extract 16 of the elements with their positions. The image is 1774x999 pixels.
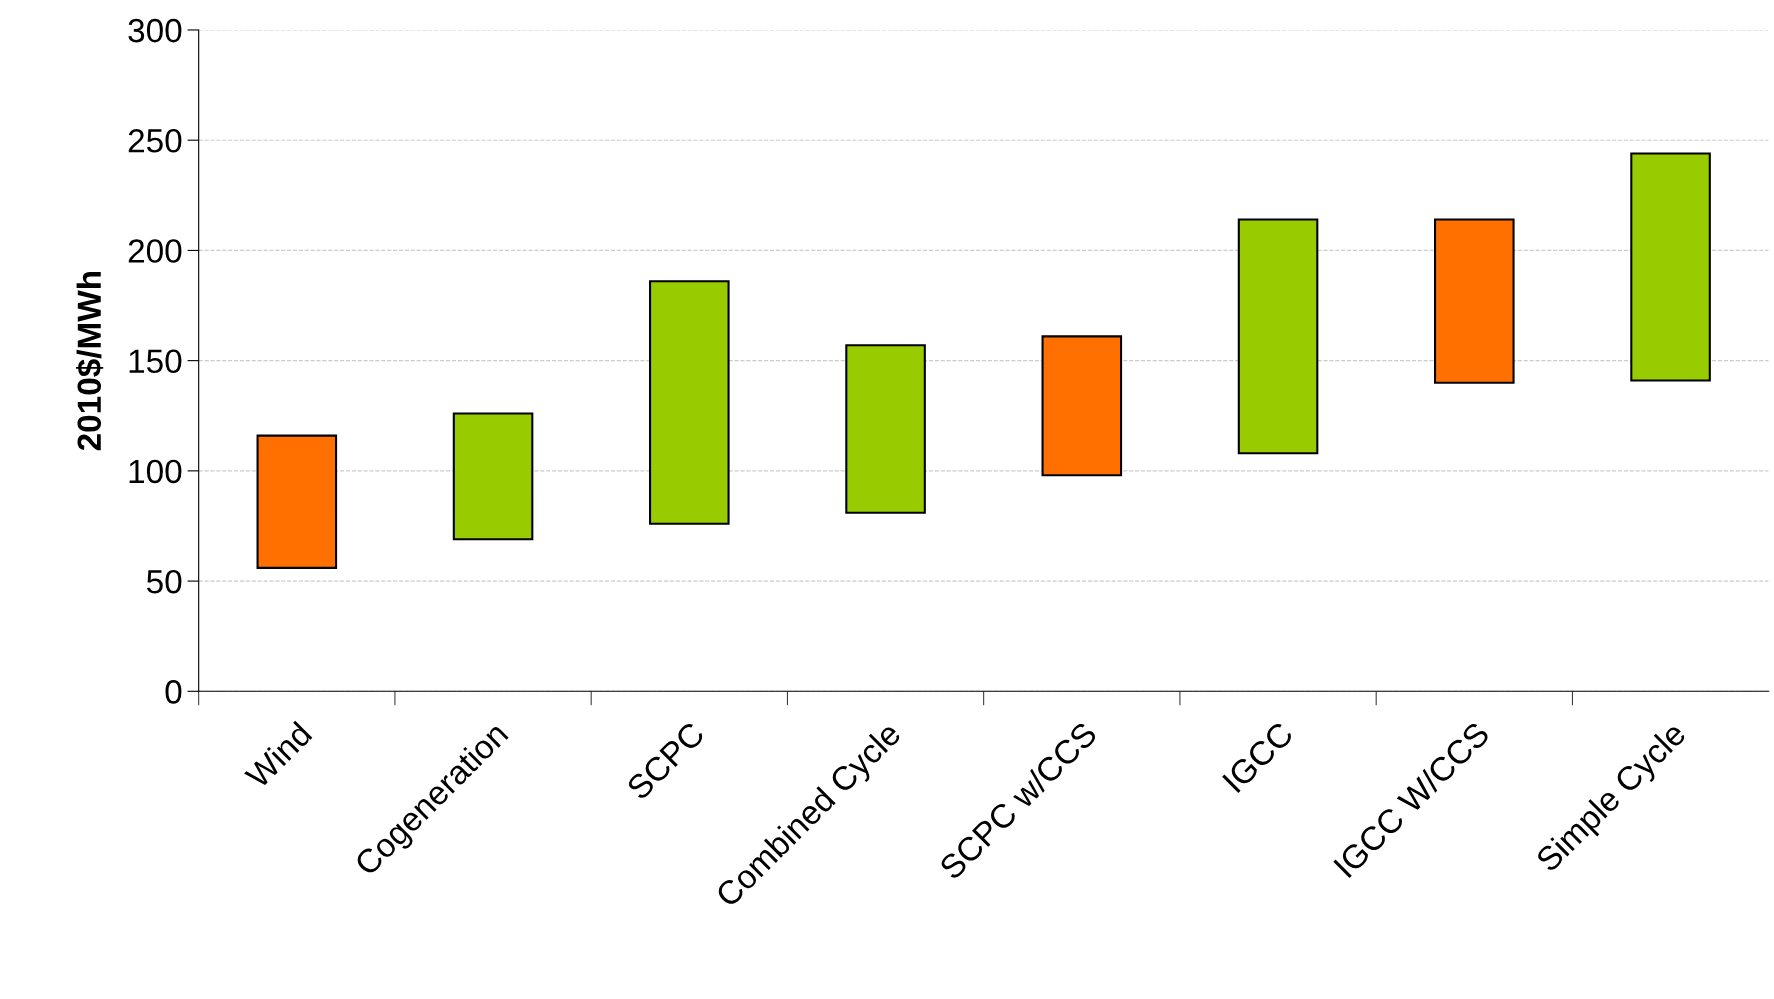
bar xyxy=(1434,218,1515,384)
y-tick-label: 300 xyxy=(128,18,182,43)
bar xyxy=(649,280,730,525)
bar xyxy=(845,344,926,514)
bar xyxy=(1041,335,1123,477)
y-tick-label: 0 xyxy=(165,680,182,704)
y-tick-label: 150 xyxy=(129,349,182,374)
bar xyxy=(1237,218,1319,455)
y-axis-title: 2010$/MWh xyxy=(76,271,104,451)
y-tick-label: 100 xyxy=(129,459,182,484)
bar xyxy=(1630,152,1711,382)
bar xyxy=(452,412,534,541)
y-tick-label: 250 xyxy=(128,129,182,153)
y-tick-label: 50 xyxy=(146,569,182,594)
y-tick-label: 200 xyxy=(128,239,182,263)
bar xyxy=(256,434,338,569)
